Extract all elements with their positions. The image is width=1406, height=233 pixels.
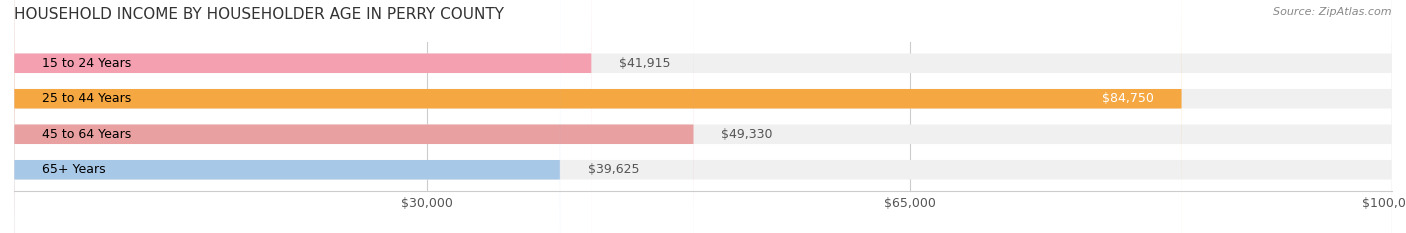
FancyBboxPatch shape — [14, 0, 1392, 233]
FancyBboxPatch shape — [14, 0, 1392, 233]
FancyBboxPatch shape — [14, 0, 1392, 233]
Text: $84,750: $84,750 — [1102, 92, 1154, 105]
Text: HOUSEHOLD INCOME BY HOUSEHOLDER AGE IN PERRY COUNTY: HOUSEHOLD INCOME BY HOUSEHOLDER AGE IN P… — [14, 7, 505, 22]
Text: 25 to 44 Years: 25 to 44 Years — [42, 92, 131, 105]
Text: $39,625: $39,625 — [588, 163, 640, 176]
FancyBboxPatch shape — [14, 0, 693, 233]
Text: 45 to 64 Years: 45 to 64 Years — [42, 128, 131, 141]
Text: 65+ Years: 65+ Years — [42, 163, 105, 176]
FancyBboxPatch shape — [14, 0, 592, 233]
FancyBboxPatch shape — [14, 0, 560, 233]
FancyBboxPatch shape — [14, 0, 1392, 233]
Text: Source: ZipAtlas.com: Source: ZipAtlas.com — [1274, 7, 1392, 17]
Text: $41,915: $41,915 — [619, 57, 671, 70]
Text: $49,330: $49,330 — [721, 128, 773, 141]
Text: 15 to 24 Years: 15 to 24 Years — [42, 57, 131, 70]
FancyBboxPatch shape — [14, 0, 1182, 233]
